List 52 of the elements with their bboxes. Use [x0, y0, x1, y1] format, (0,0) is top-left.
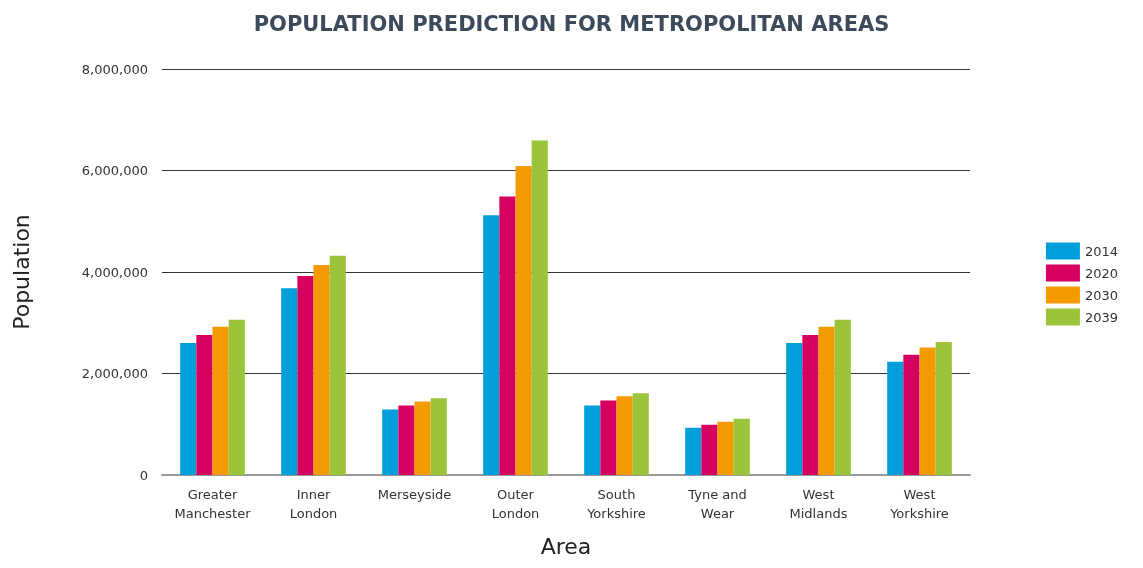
x-tick-label: South Yorkshire: [586, 487, 646, 521]
bar: [818, 326, 835, 475]
bar: [887, 361, 904, 475]
y-tick-label: 0: [139, 467, 148, 483]
bar: [685, 427, 702, 475]
bar: [834, 319, 851, 475]
x-tick-label: West Midlands: [789, 487, 848, 521]
bar: [212, 326, 229, 475]
y-tick-label: 4,000,000: [81, 264, 148, 280]
x-tick-label: Merseyside: [377, 487, 452, 502]
x-axis-title: Area: [540, 533, 592, 559]
bar: [228, 319, 245, 475]
bar: [483, 215, 500, 475]
bar: [717, 421, 734, 475]
legend-label: 2030: [1084, 287, 1119, 303]
bar: [382, 409, 399, 475]
x-tick-label: West Yorkshire: [889, 487, 949, 521]
bar: [632, 393, 649, 475]
x-tick-label: Inner London: [289, 487, 338, 521]
bar: [701, 424, 718, 475]
bar: [531, 140, 548, 475]
bar: [515, 165, 532, 475]
legend-label: 2020: [1084, 265, 1119, 281]
bar: [430, 398, 447, 475]
y-tick-label: 8,000,000: [81, 61, 148, 77]
x-tick-label: Outer London: [491, 487, 540, 521]
bar: [398, 405, 415, 475]
bar: [281, 288, 298, 475]
legend-label: 2014: [1084, 243, 1119, 259]
bar: [329, 255, 346, 475]
bar: [600, 400, 617, 475]
bar: [616, 396, 633, 475]
y-tick-label: 6,000,000: [81, 163, 148, 178]
bar: [802, 334, 819, 475]
bar: [786, 343, 803, 475]
legend-label: 2039: [1084, 309, 1119, 325]
x-tick-label: Tyne and Wear: [687, 487, 747, 521]
y-tick-label: 2,000,000: [81, 366, 148, 381]
bar: [414, 401, 431, 475]
x-tick-label: Greater Manchester: [174, 487, 252, 521]
chart-title: POPULATION PREDICTION FOR METROPOLITAN AREAS: [253, 11, 890, 36]
bar: [297, 276, 314, 475]
bar: [733, 418, 750, 475]
bar: [313, 264, 330, 475]
bar: [180, 343, 197, 475]
bar: [584, 405, 601, 475]
bar: [196, 334, 213, 475]
bar: [499, 196, 516, 475]
y-axis-title: Population: [8, 214, 34, 330]
bar: [919, 347, 936, 475]
bar: [903, 354, 920, 475]
bar: [935, 342, 952, 475]
